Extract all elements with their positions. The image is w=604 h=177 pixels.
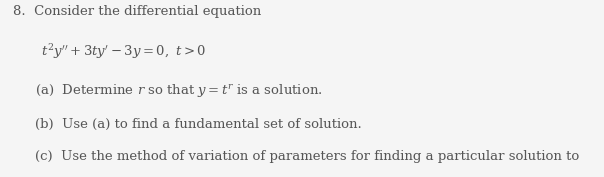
Text: 8.  Consider the differential equation: 8. Consider the differential equation (13, 5, 262, 18)
Text: (c)  Use the method of variation of parameters for finding a particular solution: (c) Use the method of variation of param… (35, 150, 579, 162)
Text: (b)  Use (a) to find a fundamental set of solution.: (b) Use (a) to find a fundamental set of… (35, 118, 362, 131)
Text: (a)  Determine $r$ so that $y = t^r$ is a solution.: (a) Determine $r$ so that $y = t^r$ is a… (35, 82, 323, 99)
Text: $t^2y'' + 3ty' - 3y = 0,\ t > 0$: $t^2y'' + 3ty' - 3y = 0,\ t > 0$ (41, 42, 207, 61)
